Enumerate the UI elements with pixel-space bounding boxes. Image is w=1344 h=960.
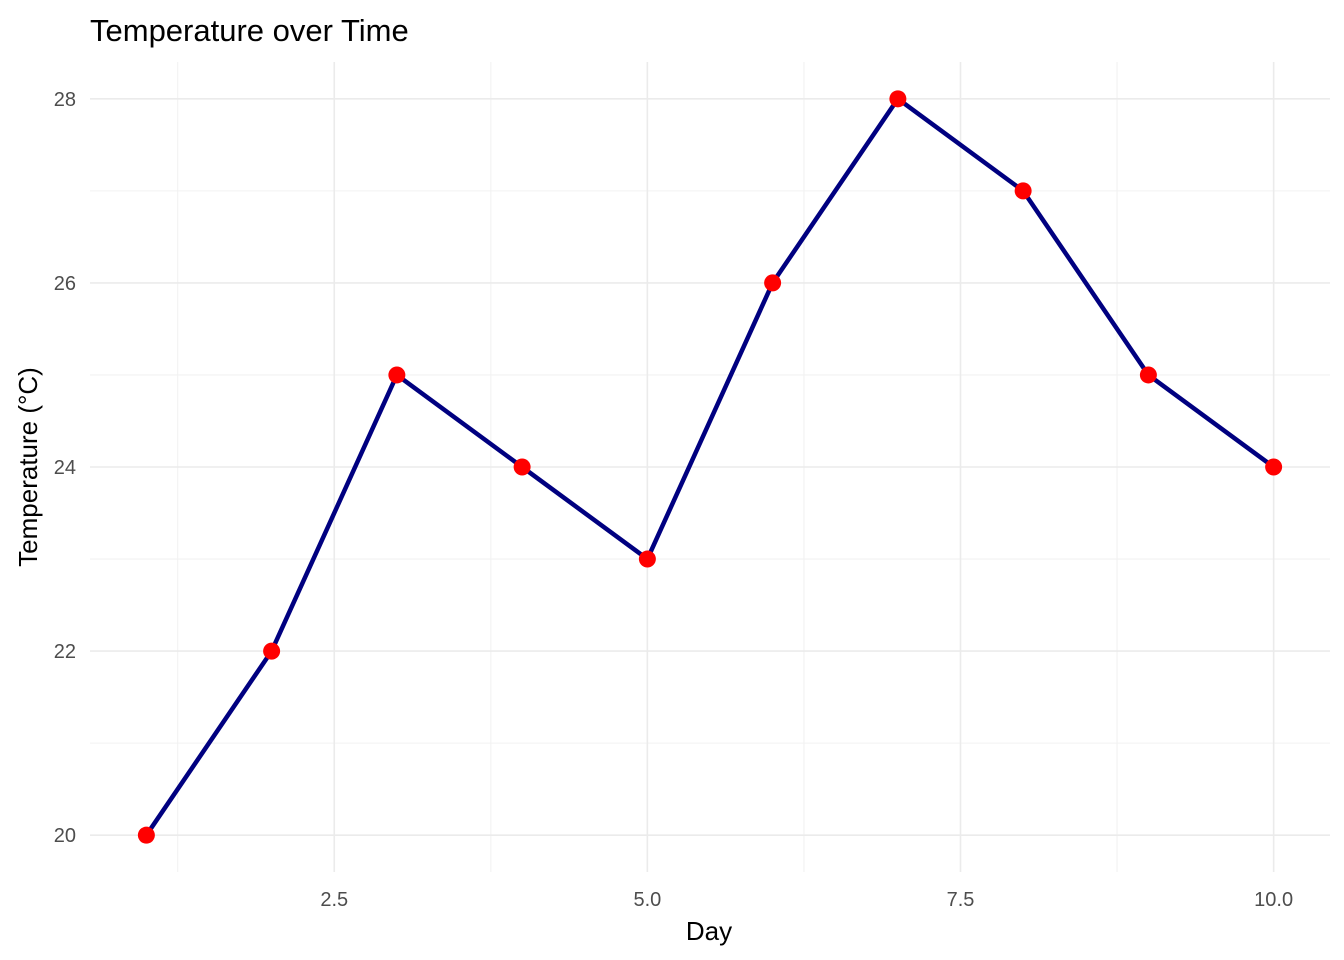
data-point: [263, 642, 281, 660]
data-point: [764, 274, 782, 292]
data-point: [1014, 182, 1032, 200]
data-point: [1265, 458, 1283, 476]
data-point: [137, 826, 155, 844]
x-tick-label: 5.0: [633, 889, 661, 911]
y-tick-label: 28: [54, 89, 76, 111]
x-tick-label: 10.0: [1254, 889, 1293, 911]
y-tick-label: 26: [54, 273, 76, 295]
data-point: [388, 366, 406, 384]
point-layer: [137, 90, 1283, 844]
y-tick-label: 24: [54, 457, 76, 479]
data-point: [889, 90, 907, 108]
y-tick-label: 20: [54, 825, 76, 847]
data-point: [638, 550, 656, 568]
grid-layer: [90, 62, 1330, 872]
y-axis-title: Temperature (°C): [13, 367, 43, 567]
x-tick-label: 2.5: [320, 889, 348, 911]
y-tick-label: 22: [54, 641, 76, 663]
data-point: [1139, 366, 1157, 384]
series-layer: [144, 96, 1276, 838]
series-line: [144, 96, 1276, 838]
x-tick-label: 7.5: [947, 889, 975, 911]
chart-title: Temperature over Time: [90, 13, 409, 48]
data-point: [513, 458, 531, 476]
x-axis-title: Day: [686, 916, 732, 946]
tick-label-layer: 2.5 5.0 7.5 10.0 20 22 24 26 28: [54, 89, 1293, 911]
